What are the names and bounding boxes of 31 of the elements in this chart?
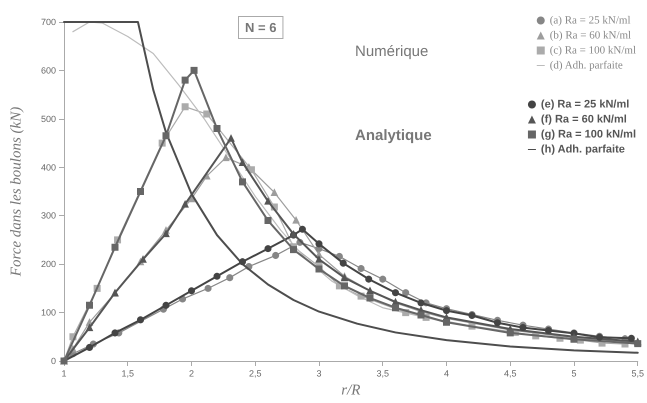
legend-label: (g) Ra = 100 kN/ml [540,128,636,140]
y-tick-label: 400 [40,162,56,172]
x-tick-label: 1,5 [121,368,134,378]
annotation: N = 6 [245,20,276,35]
y-tick-label: 100 [40,308,56,318]
legend-label: (b) Ra = 60 kN/ml [550,30,632,42]
legend-label: (a) Ra = 25 kN/ml [550,14,631,26]
x-tick-label: 4 [444,368,450,378]
x-tick-label: 5,5 [631,368,644,378]
y-tick-label: 200 [40,259,56,270]
x-tick-label: 2 [188,368,194,378]
x-tick-label: 3 [316,368,322,378]
y-tick-label: 0 [50,356,56,366]
annotation: Analytique [355,127,432,144]
annotation: Numérique [355,43,428,60]
x-tick-label: 2,5 [248,368,262,378]
legend-label: (d) Adh. parfaite [550,60,623,72]
legend-label: (h) Adh. parfaite [540,144,625,156]
legend-label: (f) Ra = 60 kN/ml [540,114,627,126]
x-tick-label: 4,5 [504,368,517,378]
x-tick-label: 5 [571,368,577,378]
x-tick-label: 1 [61,368,67,378]
x-tick-label: 3,5 [376,368,390,378]
y-tick-label: 700 [40,17,56,27]
legend-label: (c) Ra = 100 kN/ml [550,44,636,56]
y-axis-title: Force dans les boulons (kN) [8,106,24,278]
y-tick-label: 600 [40,65,56,76]
legend-label: (e) Ra = 25 kN/ml [540,98,630,110]
x-axis-title: r/R [341,382,360,398]
y-tick-label: 300 [40,210,56,221]
y-tick-label: 500 [40,114,56,124]
